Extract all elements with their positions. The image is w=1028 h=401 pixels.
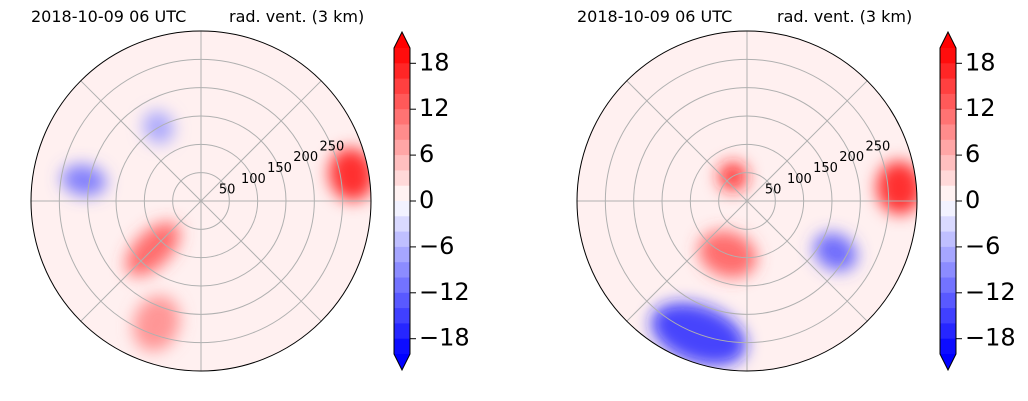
left-cbar-label-0: 0 bbox=[419, 186, 434, 214]
left-cbar-level-13 bbox=[394, 246, 410, 263]
left-radial-label-250: 250 bbox=[319, 139, 344, 154]
right-blob-4 bbox=[813, 232, 857, 272]
left-cbar-level-9 bbox=[394, 185, 410, 202]
right-cbar-level-16 bbox=[940, 292, 956, 309]
right-cbar-level-4 bbox=[940, 109, 956, 125]
right-cbar-level-11 bbox=[940, 216, 956, 233]
left-cbar-label--12: −12 bbox=[419, 278, 470, 306]
right-cbar-extend-bottom bbox=[940, 354, 956, 370]
left-cbar-level-18 bbox=[394, 323, 410, 340]
left-cbar-level-5 bbox=[394, 124, 410, 141]
right-cbar-level-15 bbox=[940, 277, 956, 294]
left-cbar-level-0 bbox=[394, 48, 410, 64]
right-cbar-level-8 bbox=[940, 170, 956, 187]
left-cbar-extend-top bbox=[394, 32, 410, 48]
left-radial-label-150: 150 bbox=[267, 161, 292, 176]
left-cbar-level-7 bbox=[394, 155, 410, 171]
left-cbar-label--18: −18 bbox=[419, 324, 470, 352]
left-blob-3 bbox=[61, 164, 107, 197]
left-grid-spoke-315 bbox=[200, 80, 322, 202]
right-cbar-level-5 bbox=[940, 124, 956, 141]
left-cbar-extend-bottom bbox=[394, 354, 410, 370]
right-polar-boundary bbox=[576, 30, 918, 372]
left-cbar-level-4 bbox=[394, 109, 410, 125]
right-cbar-label-6: 6 bbox=[965, 140, 980, 168]
left-cbar-label-12: 12 bbox=[419, 94, 450, 122]
right-cbar-label-12: 12 bbox=[965, 94, 996, 122]
right-cbar-level-6 bbox=[940, 139, 956, 156]
right-radial-label-150: 150 bbox=[813, 161, 838, 176]
right-cbar-outline bbox=[939, 30, 957, 372]
left-cbar-level-19 bbox=[394, 338, 410, 355]
left-timestamp-label: 2018-10-09 06 UTC bbox=[31, 7, 186, 26]
right-cbar-level-9 bbox=[940, 185, 956, 202]
left-cbar-level-2 bbox=[394, 78, 410, 95]
left-cbar-level-1 bbox=[394, 63, 410, 80]
left-cbar-label-6: 6 bbox=[419, 140, 434, 168]
right-cbar-label--18: −18 bbox=[965, 324, 1016, 352]
right-grid-spoke-315 bbox=[746, 80, 868, 202]
right-cbar-label-18: 18 bbox=[965, 48, 996, 76]
left-panel: 2018-10-09 06 UTC rad. vent. (3 km) 50 10… bbox=[30, 7, 470, 372]
right-colorbar: 18 12 6 0 −6 −12 −18 bbox=[939, 30, 1016, 372]
right-polar-grid bbox=[577, 31, 917, 371]
left-cbar-level-14 bbox=[394, 262, 410, 278]
right-cbar-level-0 bbox=[940, 48, 956, 64]
right-cbar-level-14 bbox=[940, 262, 956, 278]
left-cbar-level-16 bbox=[394, 292, 410, 309]
right-cbar-level-13 bbox=[940, 246, 956, 263]
left-polar-boundary bbox=[30, 30, 372, 372]
left-polar-grid bbox=[31, 31, 371, 371]
right-cbar-level-3 bbox=[940, 93, 956, 110]
right-grid-spoke-225 bbox=[626, 80, 748, 202]
right-radial-label-250: 250 bbox=[865, 139, 890, 154]
right-timestamp-label: 2018-10-09 06 UTC bbox=[577, 7, 732, 26]
right-radial-label-200: 200 bbox=[839, 150, 864, 165]
right-cbar-label--12: −12 bbox=[965, 278, 1016, 306]
left-title-label: rad. vent. (3 km) bbox=[229, 7, 364, 26]
left-cbar-level-11 bbox=[394, 216, 410, 233]
left-cbar-level-3 bbox=[394, 93, 410, 110]
right-cbar-level-2 bbox=[940, 78, 956, 95]
left-cbar-level-15 bbox=[394, 277, 410, 294]
left-cbar-level-12 bbox=[394, 231, 410, 248]
right-cbar-level-1 bbox=[940, 63, 956, 80]
left-cbar-level-10 bbox=[394, 201, 410, 217]
right-cbar-level-18 bbox=[940, 323, 956, 340]
right-cbar-level-17 bbox=[940, 308, 956, 324]
right-radial-label-50: 50 bbox=[765, 183, 782, 198]
right-cbar-level-19 bbox=[940, 338, 956, 355]
left-cbar-outline bbox=[393, 30, 411, 372]
left-radial-label-200: 200 bbox=[293, 150, 318, 165]
right-cbar-extend-top bbox=[940, 32, 956, 48]
left-cbar-level-8 bbox=[394, 170, 410, 187]
left-cbar-level-17 bbox=[394, 308, 410, 324]
right-grid-spoke-135 bbox=[626, 200, 748, 322]
left-grid-spoke-135 bbox=[80, 200, 202, 322]
left-cbar-label-18: 18 bbox=[419, 48, 450, 76]
left-blob-0 bbox=[328, 147, 371, 202]
left-grid-spoke-225 bbox=[80, 80, 202, 202]
left-grid-spoke-45 bbox=[200, 200, 322, 322]
right-cbar-level-10 bbox=[940, 201, 956, 217]
right-cbar-label-0: 0 bbox=[965, 186, 980, 214]
right-cbar-level-12 bbox=[940, 231, 956, 248]
left-radial-label-100: 100 bbox=[241, 172, 266, 187]
left-cbar-level-6 bbox=[394, 139, 410, 156]
right-grid-spoke-45 bbox=[746, 200, 868, 322]
left-colorbar: 18 12 6 0 −6 −12 −18 bbox=[393, 30, 470, 372]
left-cbar-label--6: −6 bbox=[419, 232, 454, 260]
right-cbar-level-7 bbox=[940, 155, 956, 171]
right-cbar-label--6: −6 bbox=[965, 232, 1000, 260]
right-panel: 2018-10-09 06 UTC rad. vent. (3 km) 50 10… bbox=[576, 7, 1016, 372]
left-radial-label-50: 50 bbox=[219, 183, 236, 198]
right-title-label: rad. vent. (3 km) bbox=[777, 7, 912, 26]
right-radial-label-100: 100 bbox=[787, 172, 812, 187]
